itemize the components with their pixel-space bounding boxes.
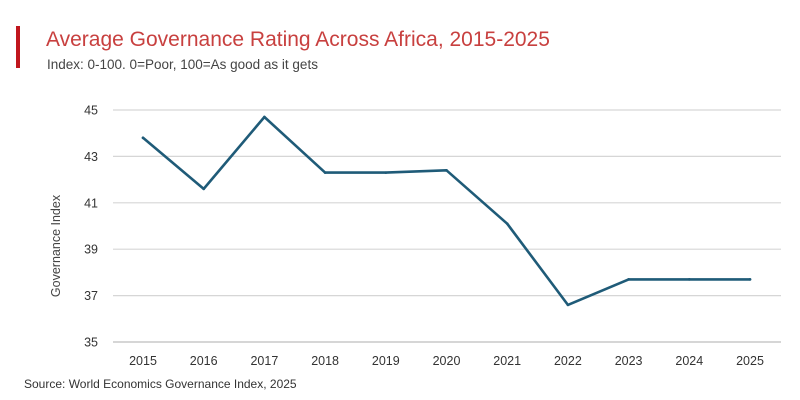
y-tick-label: 37	[84, 289, 98, 303]
y-tick-label: 45	[84, 104, 98, 118]
title-accent-bar	[16, 26, 20, 68]
data-point-2024	[688, 278, 691, 281]
y-tick-label: 35	[84, 336, 98, 350]
source-note: Source: World Economics Governance Index…	[24, 377, 297, 391]
x-tick-label: 2015	[129, 354, 157, 368]
data-point-2019	[384, 171, 388, 174]
data-point-2022	[566, 303, 570, 307]
y-axis-ticks: 35 37 39 41 43 45	[84, 104, 98, 350]
chart-subtitle: Index: 0-100. 0=Poor, 100=As good as it …	[47, 57, 318, 72]
chart-title: Average Governance Rating Across Africa,…	[46, 28, 550, 51]
x-tick-label: 2018	[311, 354, 339, 368]
y-tick-label: 39	[84, 243, 98, 257]
x-tick-label: 2016	[190, 354, 218, 368]
data-point-2021	[505, 222, 509, 225]
data-point-2025	[748, 278, 752, 281]
data-point-2018	[323, 171, 327, 174]
x-tick-label: 2025	[736, 354, 764, 368]
gridlines	[113, 109, 781, 343]
x-tick-label: 2023	[615, 354, 643, 368]
x-tick-label: 2024	[675, 354, 703, 368]
data-point-2016	[202, 187, 205, 191]
x-tick-label: 2021	[493, 354, 521, 368]
data-point-2017	[263, 115, 266, 119]
x-tick-label: 2019	[372, 354, 400, 368]
y-axis-label: Governance Index	[49, 194, 63, 297]
x-axis-ticks: 2015 2016 2017 2018 2019 2020 2021 2022 2023 2024…	[129, 354, 764, 368]
y-tick-label: 41	[84, 196, 98, 210]
x-tick-label: 2022	[554, 354, 582, 368]
data-point-2020	[445, 169, 448, 172]
x-tick-label: 2017	[250, 354, 278, 368]
series-line	[141, 115, 752, 307]
data-point-2015	[141, 136, 145, 140]
series-group	[141, 115, 752, 307]
y-tick-label: 43	[84, 150, 98, 164]
data-point-2023	[627, 278, 630, 281]
x-tick-label: 2020	[433, 354, 461, 368]
